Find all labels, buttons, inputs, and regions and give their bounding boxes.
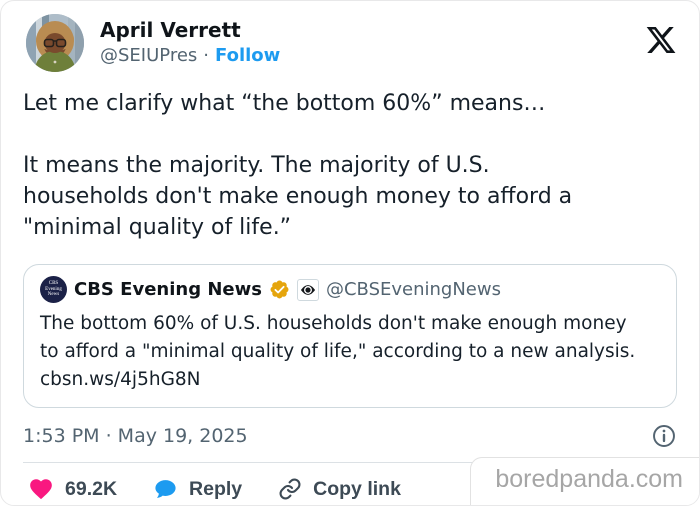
info-icon[interactable] [651,423,677,449]
quoted-author-handle: @CBSEveningNews [325,279,501,300]
avatar[interactable] [26,14,84,72]
handle-separator: · [203,45,210,66]
author-name[interactable]: April Verrett [100,18,241,42]
tweet-line: "minimal quality of life.” [23,215,292,240]
engagement-bar: 69.2K Reply Copy link [1,463,699,502]
quoted-tweet-text: The bottom 60% of U.S. households don't … [40,310,660,394]
tweet-line: Let me clarify what “the bottom 60%” mea… [23,91,546,116]
reply-label: Reply [189,477,243,500]
heart-icon[interactable] [28,476,54,502]
author-identity: April Verrett @SEIUPres · Follow [100,14,280,66]
like-count: 69.2K [65,477,118,500]
tweet-text: Let me clarify what “the bottom 60%” mea… [1,88,699,243]
copy-link-group[interactable]: Copy link [278,477,401,501]
tweet-line: households don't make enough money to af… [23,184,573,209]
reply-bubble-icon[interactable] [153,477,178,502]
follow-button[interactable]: Follow [215,45,281,66]
quote-line: The bottom 60% of U.S. households don't … [40,313,627,334]
cbs-eye-icon [296,278,319,301]
cbs-avatar: CBS Evening News [40,276,67,303]
tweet-line: It means the majority. The majority of U… [23,153,490,178]
quoted-author-name: CBS Evening News [74,279,262,300]
timestamp-row: 1:53 PM · May 19, 2025 [1,408,699,449]
quote-line: to afford a "minimal quality of life," a… [40,341,636,362]
divider [23,462,677,463]
author-handle[interactable]: @SEIUPres [100,45,198,66]
quoted-tweet-card[interactable]: CBS Evening News CBS Evening News @CBSEv… [23,264,677,408]
watermark: boredpanda.com [470,457,699,505]
quoted-tweet-header: CBS Evening News CBS Evening News @CBSEv… [40,276,660,303]
copy-link-label: Copy link [313,477,401,500]
link-icon[interactable] [278,477,302,501]
like-group[interactable]: 69.2K [28,476,117,502]
timestamp: 1:53 PM · May 19, 2025 [23,425,248,447]
verified-badge-icon [269,279,290,300]
avatar-photo [26,14,84,72]
quote-link[interactable]: cbsn.ws/4j5hG8N [40,369,201,390]
reply-group[interactable]: Reply [153,477,242,502]
tweet-header: April Verrett @SEIUPres · Follow [1,1,699,72]
x-logo-icon[interactable] [645,24,677,56]
